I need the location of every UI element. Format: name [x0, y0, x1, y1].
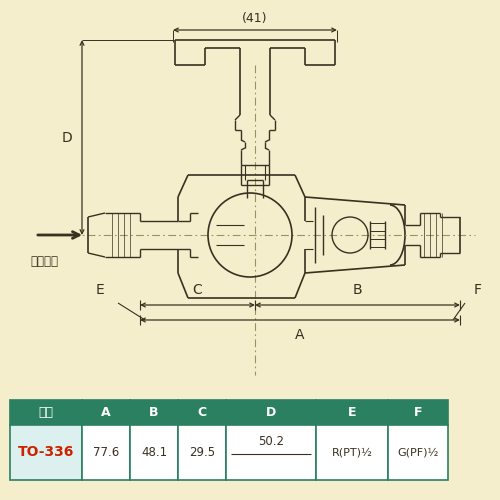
Bar — [130, 425, 178, 480]
Bar — [226, 400, 316, 425]
Bar — [178, 400, 226, 425]
Text: G(PF)½: G(PF)½ — [398, 448, 438, 458]
Text: 48.1: 48.1 — [141, 446, 167, 459]
Text: E: E — [348, 406, 356, 419]
Text: B: B — [352, 283, 362, 297]
Text: 50.2: 50.2 — [258, 435, 284, 448]
Bar — [82, 425, 130, 480]
Bar — [316, 400, 388, 425]
Bar — [226, 425, 316, 480]
Text: C: C — [198, 406, 206, 419]
Text: 型番: 型番 — [38, 406, 54, 419]
Bar — [388, 425, 448, 480]
Text: 29.5: 29.5 — [189, 446, 215, 459]
Text: (41): (41) — [242, 12, 268, 25]
Text: D: D — [266, 406, 276, 419]
Text: D: D — [61, 130, 72, 144]
Text: B: B — [149, 406, 159, 419]
Bar — [388, 400, 448, 425]
Text: F: F — [474, 283, 482, 297]
Text: 流水方向: 流水方向 — [30, 255, 58, 268]
Text: F: F — [414, 406, 422, 419]
Text: A: A — [295, 328, 305, 342]
Text: C: C — [192, 283, 202, 297]
Bar — [316, 425, 388, 480]
Text: 77.6: 77.6 — [93, 446, 119, 459]
Text: E: E — [96, 283, 104, 297]
Text: R(PT)½: R(PT)½ — [332, 448, 372, 458]
Text: A: A — [101, 406, 111, 419]
Bar — [178, 425, 226, 480]
Bar — [82, 400, 130, 425]
Bar — [10, 425, 82, 480]
Text: TO-336: TO-336 — [18, 446, 74, 460]
Bar — [130, 400, 178, 425]
Bar — [10, 400, 82, 425]
